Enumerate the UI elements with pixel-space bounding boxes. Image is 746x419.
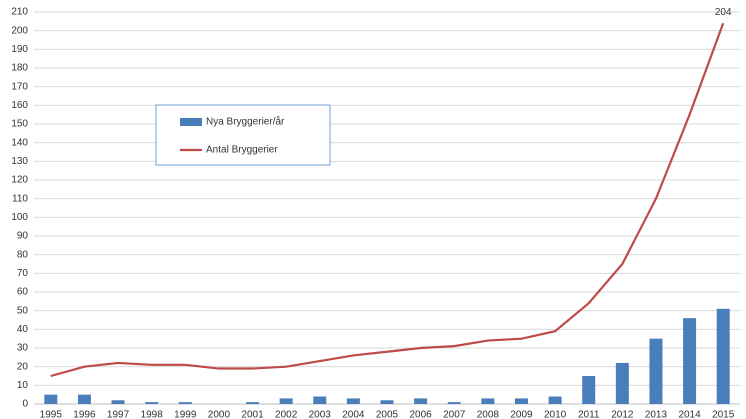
bar bbox=[44, 394, 58, 404]
y-tick-label: 190 bbox=[11, 44, 28, 55]
y-tick-label: 210 bbox=[11, 7, 28, 18]
x-tick-label: 2008 bbox=[477, 410, 500, 419]
bar bbox=[481, 398, 495, 404]
bar bbox=[514, 398, 528, 404]
bar bbox=[716, 308, 730, 404]
line bbox=[50, 22, 725, 378]
x-tick-label: 2006 bbox=[409, 410, 432, 419]
bar bbox=[246, 402, 260, 404]
x-tick-label: 2014 bbox=[678, 410, 701, 419]
x-tick-label: 2009 bbox=[510, 410, 533, 419]
x-tick-label: 1996 bbox=[73, 410, 96, 419]
x-tick-label: 2005 bbox=[376, 410, 399, 419]
x-tick-label: 1998 bbox=[141, 410, 164, 419]
y-tick-label: 40 bbox=[17, 324, 29, 335]
x-tick-label: 1999 bbox=[174, 410, 197, 419]
y-tick-label: 130 bbox=[11, 156, 28, 167]
x-tick-label: 2011 bbox=[578, 410, 600, 419]
y-tick-label: 200 bbox=[11, 25, 28, 36]
y-tick-label: 180 bbox=[11, 63, 28, 74]
bar bbox=[683, 318, 697, 404]
bar bbox=[380, 400, 394, 404]
legend-label: Antal Bryggerier bbox=[206, 145, 278, 156]
y-tick-label: 30 bbox=[17, 343, 29, 354]
x-tick-label: 2002 bbox=[275, 410, 298, 419]
y-tick-label: 60 bbox=[17, 287, 29, 298]
x-tick-label: 1997 bbox=[107, 410, 130, 419]
y-tick-label: 20 bbox=[17, 361, 29, 372]
y-tick-label: 0 bbox=[22, 399, 28, 410]
legend-label: Nya Bryggerier/år bbox=[206, 116, 285, 128]
legend-box bbox=[155, 104, 331, 166]
x-tick-label: 2015 bbox=[712, 410, 735, 419]
bar bbox=[414, 398, 428, 404]
y-tick-label: 170 bbox=[11, 81, 28, 92]
x-tick-label: 2004 bbox=[342, 410, 365, 419]
bar bbox=[178, 402, 192, 404]
y-tick-label: 110 bbox=[12, 193, 28, 204]
bar bbox=[649, 338, 663, 404]
y-tick-label: 90 bbox=[17, 231, 29, 242]
x-tick-label: 2013 bbox=[645, 410, 668, 419]
x-tick-label: 1995 bbox=[40, 410, 63, 419]
y-tick-label: 140 bbox=[11, 137, 28, 148]
y-tick-label: 100 bbox=[11, 212, 28, 223]
bar bbox=[145, 402, 159, 404]
y-tick-label: 80 bbox=[17, 249, 29, 260]
bar bbox=[111, 400, 125, 404]
x-tick-label: 2010 bbox=[544, 410, 567, 419]
x-tick-label: 2012 bbox=[611, 410, 634, 419]
legend-swatch bbox=[180, 118, 202, 126]
bar bbox=[582, 376, 596, 404]
bar bbox=[279, 398, 293, 404]
y-tick-label: 70 bbox=[17, 268, 29, 279]
bar bbox=[313, 396, 327, 404]
x-tick-label: 2001 bbox=[241, 410, 264, 419]
x-tick-label: 2003 bbox=[309, 410, 332, 419]
data-label: 204 bbox=[715, 7, 732, 18]
bar bbox=[447, 402, 461, 404]
y-tick-label: 150 bbox=[11, 119, 28, 130]
y-tick-label: 10 bbox=[17, 380, 29, 391]
bar bbox=[548, 396, 562, 404]
y-tick-label: 50 bbox=[17, 305, 29, 316]
y-tick-label: 120 bbox=[11, 175, 28, 186]
bar bbox=[77, 394, 91, 404]
bar bbox=[615, 362, 629, 404]
y-tick-label: 160 bbox=[11, 100, 28, 111]
bar bbox=[346, 398, 360, 404]
x-tick-label: 2007 bbox=[443, 410, 466, 419]
x-tick-label: 2000 bbox=[208, 410, 231, 419]
